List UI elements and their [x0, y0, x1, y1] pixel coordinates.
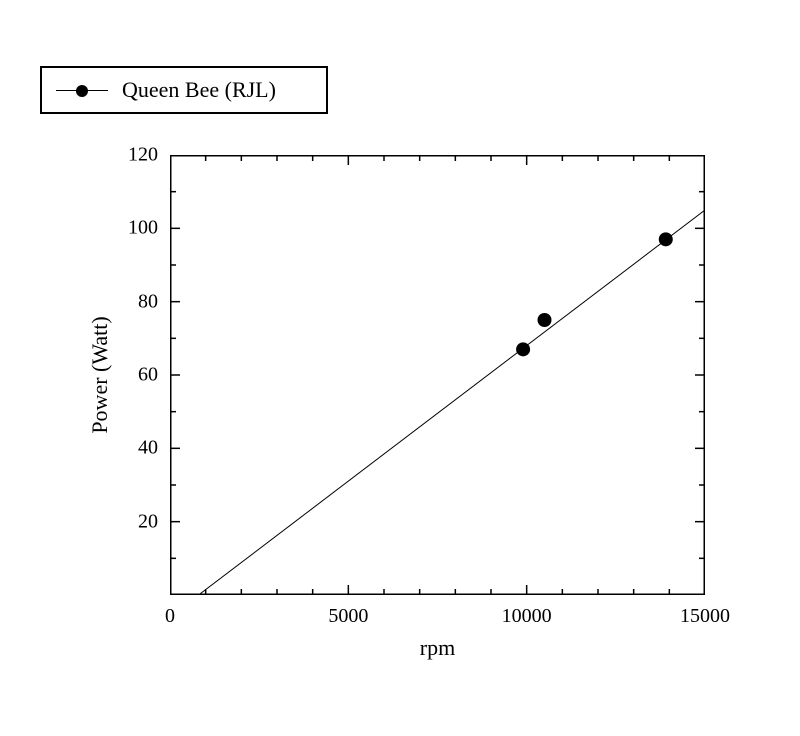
chart-plot-area	[170, 155, 705, 595]
legend-line	[56, 90, 108, 91]
legend-label: Queen Bee (RJL)	[122, 77, 276, 103]
y-tick-label: 20	[138, 510, 158, 533]
y-axis-label: Power (Watt)	[87, 316, 113, 433]
x-tick-label: 0	[165, 605, 175, 628]
y-tick-label: 60	[138, 364, 158, 387]
legend-marker-icon	[76, 85, 88, 97]
power-vs-rpm-chart: Power (Watt) rpm 05000100001500020406080…	[170, 155, 705, 595]
y-tick-label: 80	[138, 290, 158, 313]
legend: Queen Bee (RJL)	[40, 66, 328, 114]
x-tick-label: 5000	[328, 605, 368, 628]
x-axis-label: rpm	[420, 635, 455, 661]
chart-page: { "legend": { "label": "Queen Bee (RJL)"…	[0, 0, 800, 736]
y-tick-label: 40	[138, 437, 158, 460]
x-tick-label: 15000	[680, 605, 730, 628]
y-tick-label: 100	[128, 217, 158, 240]
x-tick-label: 10000	[502, 605, 552, 628]
y-tick-label: 120	[128, 144, 158, 167]
